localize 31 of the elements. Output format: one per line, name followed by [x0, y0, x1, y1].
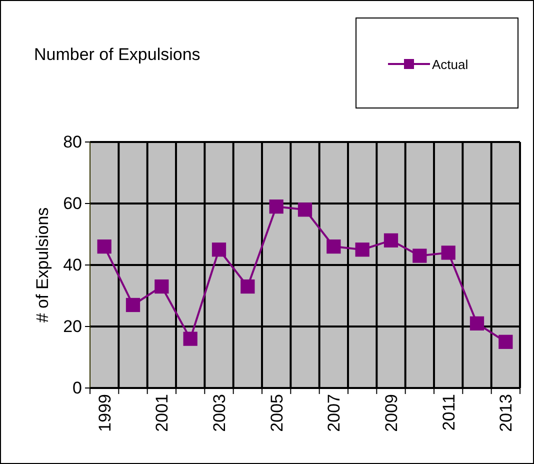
x-tick-label: 2013 [496, 394, 516, 432]
point [355, 242, 370, 257]
y-tick-label: 20 [63, 316, 82, 336]
point [441, 246, 456, 260]
y-tick-label: 60 [63, 194, 82, 213]
point [183, 332, 198, 346]
point [470, 316, 484, 330]
point [97, 239, 112, 254]
legend-label: Actual [432, 57, 468, 72]
y-tick-label: 40 [63, 255, 82, 274]
point [384, 233, 398, 248]
y-tick-label: 80 [63, 132, 82, 152]
y-tick-label: 0 [72, 378, 82, 398]
x-tick-label: 2003 [210, 394, 229, 432]
point [269, 200, 284, 214]
point [154, 279, 169, 294]
chart-title: Number of Expulsions [34, 45, 200, 64]
point [498, 334, 513, 349]
x-tick-label: 2009 [382, 394, 401, 432]
point [298, 202, 312, 217]
x-tick-label: 2011 [439, 394, 458, 431]
point [126, 298, 140, 312]
x-tick-label: 2001 [152, 394, 172, 432]
point [212, 242, 226, 257]
point [412, 248, 427, 263]
x-tick-label: 2005 [267, 394, 286, 432]
y-axis-title: # of Expulsions [33, 207, 52, 323]
x-tick-label: 2007 [324, 394, 344, 432]
point [240, 279, 255, 294]
x-tick-label: 1999 [95, 394, 114, 432]
point [326, 239, 341, 254]
